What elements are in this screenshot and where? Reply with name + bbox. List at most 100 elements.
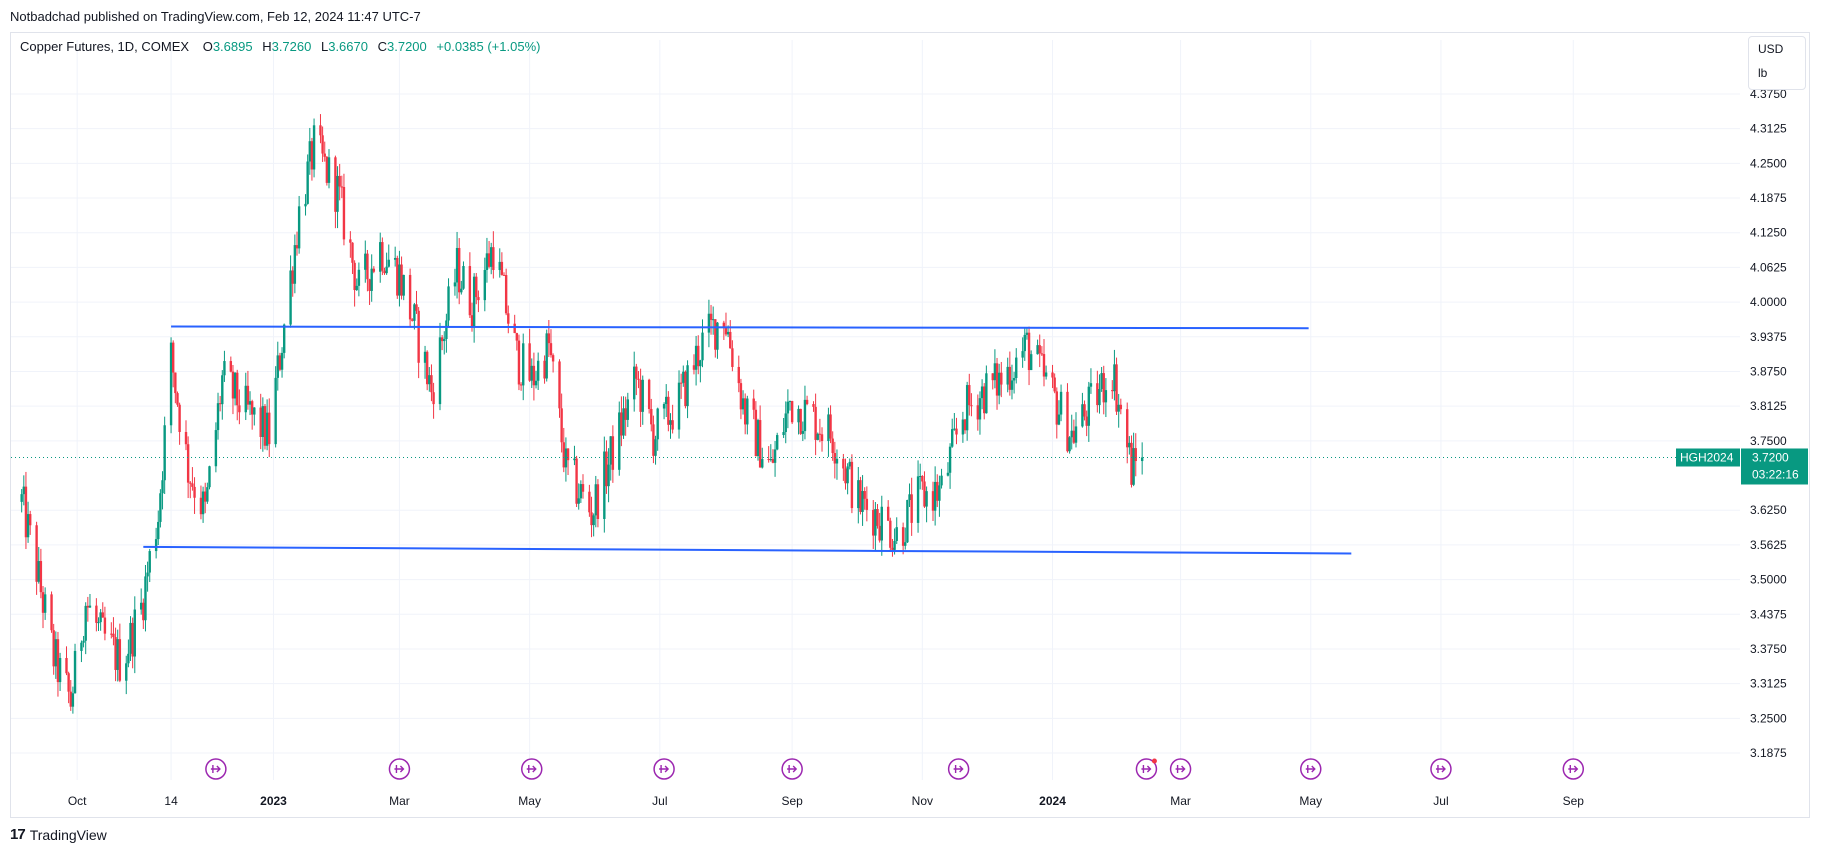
candle-body [961, 419, 965, 435]
candle-body [338, 175, 341, 187]
candle-body [714, 319, 717, 350]
candle-body [417, 310, 420, 363]
legend-high-value: 3.7260 [271, 39, 312, 54]
event-marker-icon[interactable] [205, 758, 227, 780]
currency-label[interactable]: USD [1758, 42, 1784, 56]
price-tag: HGH2024 3.7200 03:22:16 [1676, 448, 1808, 485]
candle-body [620, 412, 623, 436]
y-tick-label: 3.9375 [1750, 330, 1787, 344]
legend-high-label: H [262, 39, 272, 54]
candle-body [827, 414, 830, 442]
candle-body [498, 261, 501, 271]
candle-body [931, 491, 935, 511]
candle-body [144, 576, 147, 621]
event-marker-icon[interactable] [947, 758, 970, 780]
candle-body [594, 484, 597, 516]
candle-body [174, 372, 177, 394]
candle-body [457, 247, 461, 293]
candle-body [1057, 414, 1061, 425]
candle-body [904, 542, 907, 546]
candle-body [1089, 383, 1093, 387]
x-tick-label: Jul [652, 794, 667, 808]
event-marker-icon[interactable] [1430, 758, 1452, 780]
candle-body [1100, 373, 1103, 389]
candle-body [767, 459, 770, 461]
candle-body [381, 242, 384, 271]
candle-body [263, 406, 267, 446]
candle-body [398, 264, 401, 296]
trendlines [143, 325, 1352, 555]
candle-body [1140, 457, 1144, 462]
event-marker-icon[interactable] [653, 758, 675, 780]
legend-open-label: O [202, 39, 213, 54]
y-tick-label: 3.2500 [1750, 711, 1787, 725]
candle-body [52, 630, 55, 667]
candle-body [886, 506, 890, 521]
candle-body [71, 693, 75, 707]
event-marker-icon[interactable] [1300, 758, 1322, 780]
candle-body [447, 286, 450, 321]
candle-body [218, 403, 222, 405]
candle-body [650, 408, 653, 425]
candle-body [517, 340, 521, 385]
candle-body [1096, 383, 1099, 406]
candle-body [635, 366, 638, 379]
candle-body [278, 355, 282, 370]
candle-body [80, 642, 83, 651]
candle-body [859, 480, 862, 512]
event-marker-icon[interactable] [781, 758, 803, 780]
candle-body [893, 540, 896, 550]
candle-body [1087, 386, 1091, 426]
tradingview-brand[interactable]: 17 TradingView [10, 826, 107, 843]
currency-unit-selector[interactable]: USD lb [1748, 36, 1806, 90]
y-tick-label: 4.0625 [1750, 260, 1787, 274]
event-marker-icon[interactable] [1135, 758, 1158, 780]
candle-body [1072, 430, 1076, 443]
candle-body [737, 366, 740, 384]
candle-body [865, 498, 869, 510]
y-tick-label: 3.3750 [1750, 642, 1787, 656]
candle-body [558, 361, 561, 409]
candle-body [581, 484, 585, 492]
candle-body [295, 245, 299, 249]
trendline-resistance[interactable] [171, 325, 1309, 330]
candle-body [35, 525, 38, 582]
candle-body [872, 509, 875, 536]
candle-body [161, 480, 164, 494]
y-tick-label: 4.2500 [1750, 156, 1787, 170]
event-marker-icon[interactable] [1169, 758, 1192, 780]
trendline-support[interactable] [143, 545, 1352, 555]
unit-label[interactable]: lb [1758, 66, 1768, 80]
candle-body [372, 268, 376, 272]
candle-body [908, 494, 911, 501]
candle-body [118, 639, 122, 681]
candle-body [1000, 372, 1003, 385]
candle-body [722, 322, 726, 327]
candle-body [368, 279, 371, 291]
candle-body [1040, 353, 1044, 355]
candle-body [530, 365, 533, 381]
candle-body [445, 320, 448, 340]
candle-body [835, 458, 839, 464]
candle-body [1134, 448, 1137, 462]
candle-body [342, 186, 346, 240]
candle-body [125, 663, 128, 681]
candle-body [82, 640, 85, 643]
candle-body [603, 451, 606, 519]
candle-body [816, 433, 819, 440]
event-marker-icon[interactable] [521, 758, 543, 780]
y-tick-label: 3.6250 [1750, 503, 1787, 517]
event-marker-icon[interactable] [388, 758, 411, 780]
candle-body [475, 276, 478, 298]
x-tick-label: Mar [1170, 794, 1191, 808]
candle-body [1029, 354, 1033, 371]
event-marker-icon[interactable] [1562, 758, 1585, 780]
candle-body [172, 342, 175, 373]
candle-body [103, 617, 107, 634]
candle-body [1098, 388, 1101, 406]
candle-body [679, 382, 683, 384]
candle-body [325, 156, 329, 183]
candle-body [677, 382, 681, 430]
candle-body [946, 472, 950, 476]
